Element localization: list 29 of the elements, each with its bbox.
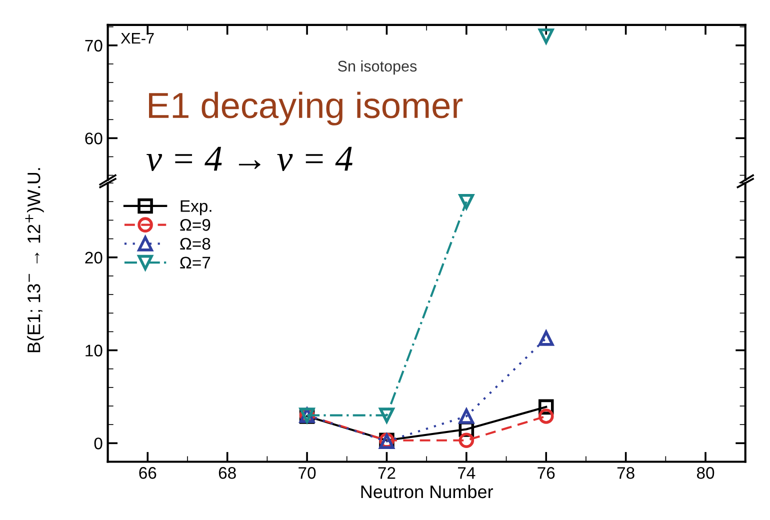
x-tick-label: 76 — [538, 467, 555, 479]
y-tick-label: 0 — [94, 438, 102, 450]
x-tick-label: 74 — [458, 467, 476, 479]
y-axis-title: B(E1; 13$^{−}$ → 12$^{+}$)W.U. — [25, 168, 44, 352]
x-tick-label: 80 — [696, 467, 714, 479]
x-tick-label: 66 — [139, 467, 156, 479]
point — [379, 408, 394, 423]
legend-label: Ω=7 — [180, 256, 210, 268]
point — [458, 408, 474, 424]
point — [458, 194, 474, 210]
y-tick-label: 60 — [85, 132, 102, 144]
x-tick-label: 68 — [218, 467, 236, 479]
x-tick-label: 72 — [378, 467, 396, 479]
y-tick-label: 70 — [85, 40, 102, 52]
y-tick-label: 20 — [85, 252, 102, 264]
annotation: v = 4 → v = 4 — [146, 146, 352, 171]
annotation: E1 decaying isomer — [149, 92, 463, 126]
x-axis-title: Neutron Number — [361, 484, 494, 498]
legend-label: Ω=8 — [180, 238, 210, 250]
y-tick-label: 10 — [86, 344, 102, 356]
point — [458, 432, 474, 448]
x-tick-label: 70 — [298, 467, 316, 479]
legend-label: Exp. — [180, 200, 212, 216]
point — [538, 408, 554, 424]
annotation: Sn isotopes — [338, 60, 417, 75]
legend-label: Ω=9 — [180, 219, 210, 231]
annotation: XE-7 — [120, 33, 154, 44]
point — [538, 330, 554, 346]
x-tick-label: 78 — [617, 467, 634, 479]
